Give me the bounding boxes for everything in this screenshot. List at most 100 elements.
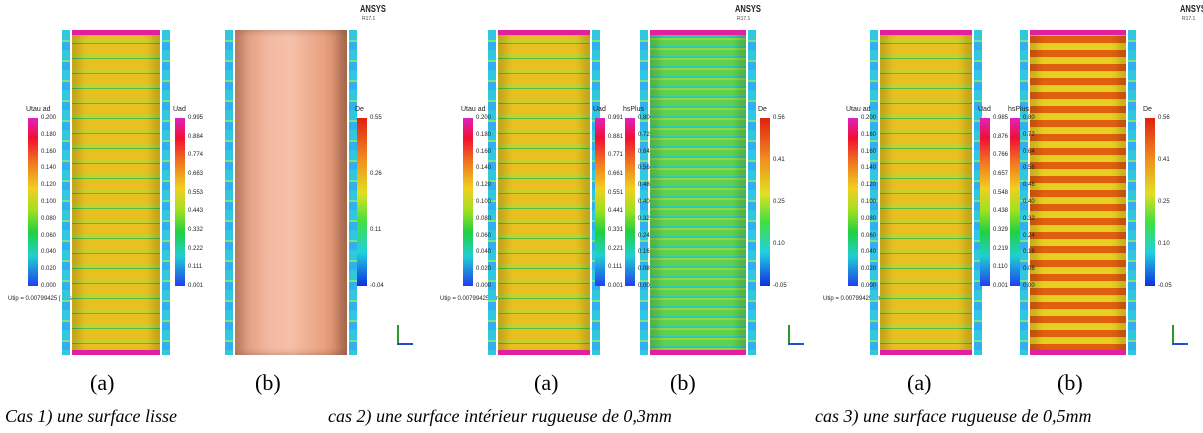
caption: cas 2) une surface intérieur rugueuse de… xyxy=(328,406,672,426)
legend-tick-label: 0.41 xyxy=(773,157,785,163)
color-bar xyxy=(760,118,770,286)
legend-tick-label: 0.876 xyxy=(993,133,1009,140)
cylinder-end xyxy=(498,350,590,355)
legend-tick-label: 0.766 xyxy=(993,152,1009,159)
legend-tick-label: -0.05 xyxy=(1158,283,1172,289)
software-name: ANSYS xyxy=(1180,4,1203,15)
legend-tick-label: 0.553 xyxy=(188,189,204,196)
legend-tick-label: 0.16 xyxy=(638,249,650,256)
legend-tick-label: -0.04 xyxy=(370,283,384,289)
legend-title: hsPlus xyxy=(623,106,645,113)
cylinder xyxy=(650,30,746,355)
cylinder xyxy=(72,30,160,355)
legend-title: Utau ad xyxy=(461,106,486,113)
color-bar xyxy=(1010,118,1020,286)
side-strip xyxy=(1128,30,1136,355)
legend-tick-label: 0.24 xyxy=(1023,232,1035,239)
axis-triad xyxy=(788,325,790,345)
side-strip xyxy=(748,30,756,355)
legend-tick-label: 0.100 xyxy=(41,199,57,205)
cylinder xyxy=(880,30,972,355)
legend-tick-label: 0.111 xyxy=(188,264,203,271)
legend-tick-label: 0.551 xyxy=(608,189,624,196)
legend-tick-label: 0.441 xyxy=(608,208,624,215)
legend-tick-label: 0.11 xyxy=(370,227,382,233)
plot-label: (b) xyxy=(1057,370,1083,395)
color-bar xyxy=(595,118,605,286)
plot-label: (a) xyxy=(534,370,559,395)
cylinder-end xyxy=(1030,30,1126,35)
color-bar xyxy=(357,118,367,286)
legend-tick-label: 0.771 xyxy=(608,152,624,159)
legend-tick-label: 0.25 xyxy=(1158,199,1170,205)
legend-tick-label: 0.001 xyxy=(608,283,624,289)
cylinder-end xyxy=(72,30,160,35)
legend-tick-label: 0.48 xyxy=(1023,182,1035,189)
axis-triad xyxy=(1172,343,1188,345)
side-strip xyxy=(62,30,70,355)
side-strip xyxy=(162,30,170,355)
legend-tick-label: 0.001 xyxy=(188,283,204,289)
legend-tick-label: 0.64 xyxy=(1023,148,1035,155)
legend-tick-label: 0.26 xyxy=(370,171,382,177)
color-bar xyxy=(175,118,185,286)
legend-tick-label: 0.200 xyxy=(861,115,877,121)
legend-tick-label: 0.881 xyxy=(608,133,624,140)
legend-tick-label: 0.080 xyxy=(41,215,57,222)
legend-tick-label: 0.060 xyxy=(41,232,57,239)
cylinder xyxy=(1030,30,1126,355)
cylinder-end xyxy=(880,350,972,355)
software-name: ANSYS xyxy=(735,4,761,15)
legend-tick-label: 0.24 xyxy=(638,232,650,239)
legend-tick-label: 0.020 xyxy=(861,266,877,273)
legend-tick-label: 0.995 xyxy=(188,115,204,121)
legend-tick-label: 0.001 xyxy=(993,283,1009,289)
legend-tick-label: 0.180 xyxy=(861,131,877,138)
side-strip xyxy=(349,30,357,355)
legend-tick-label: 0.25 xyxy=(773,199,785,205)
axis-triad xyxy=(397,325,399,345)
legend-tick-label: 0.32 xyxy=(638,215,650,222)
legend-tick-label: 0.040 xyxy=(41,249,57,256)
color-bar xyxy=(980,118,990,286)
legend-tick-label: 0.332 xyxy=(188,227,204,233)
legend-title: Utau ad xyxy=(846,106,871,113)
legend-title: Uad xyxy=(593,106,606,113)
legend-tick-label: 0.180 xyxy=(476,131,492,138)
legend-tick-label: 0.329 xyxy=(993,227,1009,233)
cylinder-end xyxy=(1030,350,1126,355)
legend-tick-label: 0.72 xyxy=(1023,131,1035,138)
legend-tick-label: 0.219 xyxy=(993,245,1009,252)
legend-title: Uad xyxy=(173,106,186,113)
legend-tick-label: 0.160 xyxy=(861,148,877,155)
legend-tick-label: 0.222 xyxy=(188,245,204,252)
legend-tick-label: 0.663 xyxy=(188,171,204,177)
color-bar xyxy=(848,118,858,286)
legend-tick-label: 0.000 xyxy=(861,283,877,289)
side-strip xyxy=(974,30,982,355)
legend-tick-label: 0.110 xyxy=(993,264,1008,271)
legend-tick-label: 0.438 xyxy=(993,208,1009,215)
legend-tick-label: 0.55 xyxy=(370,115,382,121)
legend-tick-label: 0.72 xyxy=(638,131,650,138)
legend-tick-label: 0.884 xyxy=(188,133,204,140)
legend-title: De xyxy=(758,106,767,113)
legend-tick-label: 0.080 xyxy=(476,215,492,222)
legend-tick-label: 0.80 xyxy=(1023,115,1035,121)
legend-tick-label: 0.657 xyxy=(993,171,1009,177)
cylinder-end xyxy=(880,30,972,35)
legend-tick-label: 0.020 xyxy=(41,266,57,273)
legend-tick-label: 0.100 xyxy=(861,199,877,205)
legend-tick-label: 0.41 xyxy=(1158,157,1170,163)
cylinder-end xyxy=(72,350,160,355)
legend-tick-label: -0.05 xyxy=(773,283,787,289)
side-strip xyxy=(1020,30,1028,355)
legend-tick-label: 0.661 xyxy=(608,171,624,177)
legend-tick-label: 0.56 xyxy=(638,165,650,172)
axis-triad xyxy=(397,343,413,345)
legend-tick-label: 0.80 xyxy=(638,115,650,121)
legend-tick-label: 0.140 xyxy=(41,165,57,172)
color-bar xyxy=(625,118,635,286)
caption: cas 3) une surface rugueuse de 0,5mm xyxy=(815,406,1092,426)
legend-tick-label: 0.200 xyxy=(41,115,57,121)
